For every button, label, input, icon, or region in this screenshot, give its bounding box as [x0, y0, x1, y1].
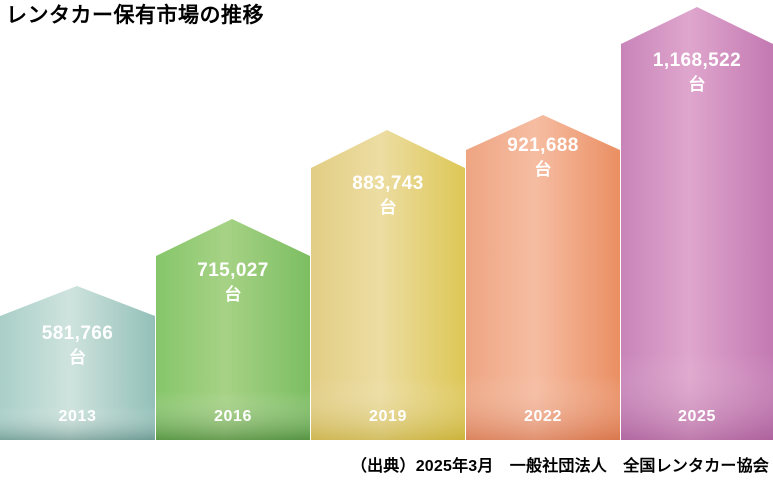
- bar-2025[interactable]: [621, 7, 773, 440]
- bar-2022[interactable]: [466, 115, 620, 440]
- bar-2013[interactable]: [0, 286, 155, 440]
- bar-2019[interactable]: [311, 130, 465, 440]
- chart-title: レンタカー保有市場の推移: [6, 4, 264, 27]
- bar-2016[interactable]: [156, 219, 310, 440]
- source-note: （出典）2025年3月 一般社団法人 全国レンタカー協会: [350, 458, 769, 475]
